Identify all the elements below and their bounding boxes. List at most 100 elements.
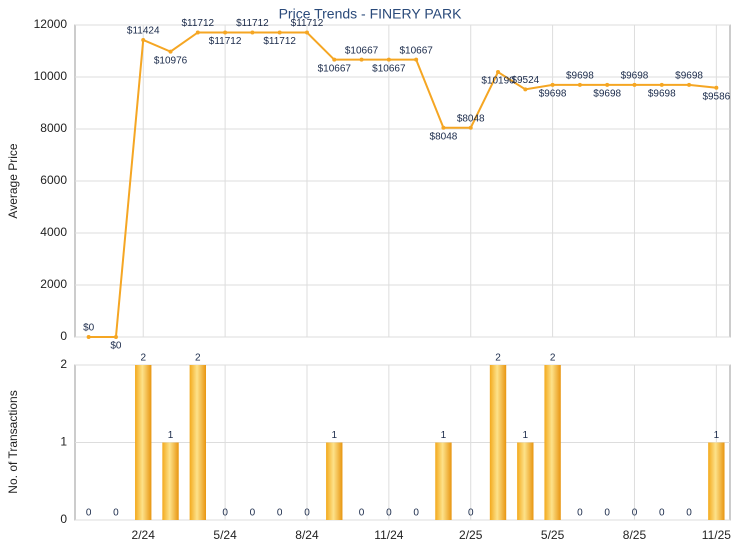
value-label: $10976: [154, 55, 188, 66]
x-tick-label: 5/24: [213, 528, 237, 542]
x-tick-label: 5/25: [541, 528, 565, 542]
x-tick-label: 11/24: [374, 528, 403, 542]
value-label: $8048: [430, 131, 458, 142]
value-label: $10667: [399, 45, 433, 56]
point: [113, 335, 118, 339]
point: [304, 30, 309, 35]
bar: [326, 442, 343, 520]
value-label: $0: [110, 341, 122, 352]
bar: [489, 365, 507, 520]
point: [359, 57, 364, 62]
price-line: [88, 31, 717, 338]
x-tick-label: 11/25: [702, 528, 731, 542]
value-label: 0: [277, 508, 283, 519]
value-label: 2: [140, 353, 146, 364]
point: [605, 82, 610, 87]
value-label: $9698: [593, 88, 621, 99]
bar: [708, 442, 725, 520]
x-tick-label: 2/25: [459, 528, 483, 542]
point: [687, 82, 692, 87]
point: [223, 30, 228, 35]
point: [250, 30, 255, 35]
y-tick-label: 12000: [34, 17, 68, 31]
point: [141, 37, 146, 42]
point: [468, 125, 473, 130]
point: [195, 30, 200, 35]
value-label: 0: [113, 508, 119, 519]
value-label: $9698: [621, 70, 649, 81]
y-axis-label: Average Price: [6, 143, 20, 218]
bar: [544, 365, 561, 520]
value-label: $10190: [481, 76, 515, 87]
y-tick-label: 2000: [40, 277, 67, 291]
value-label: $9698: [675, 70, 703, 81]
value-label: $11712: [181, 18, 214, 29]
value-label: $11712: [263, 36, 296, 47]
point: [577, 82, 582, 87]
value-label: 2: [550, 353, 556, 364]
point: [332, 57, 337, 62]
value-label: 1: [523, 430, 529, 441]
value-label: 0: [659, 508, 665, 519]
value-label: 1: [441, 430, 447, 441]
value-label: $9586: [702, 91, 730, 102]
value-label: $11424: [127, 26, 160, 37]
y-axis-label: No. of Transactions: [6, 390, 20, 493]
value-label: $9698: [539, 88, 567, 99]
y-tick-label: 2: [60, 357, 67, 371]
value-label: $11712: [291, 18, 324, 29]
x-tick-label: 2/24: [132, 528, 156, 542]
value-label: 0: [86, 508, 92, 519]
point: [659, 82, 664, 87]
value-label: $9698: [648, 88, 676, 99]
y-tick-label: 8000: [40, 121, 67, 135]
point: [168, 49, 173, 54]
point: [414, 57, 419, 62]
bar: [189, 365, 206, 520]
value-label: 2: [195, 353, 201, 364]
value-label: 0: [386, 508, 392, 519]
value-label: $9698: [566, 70, 594, 81]
value-label: 0: [686, 508, 692, 519]
point: [550, 82, 555, 87]
bar: [517, 442, 534, 520]
bar: [135, 365, 152, 520]
value-label: 0: [604, 508, 610, 519]
value-label: $9524: [511, 75, 539, 86]
chart-title: Price Trends - FINERY PARK: [279, 6, 462, 22]
value-label: 0: [250, 508, 256, 519]
y-tick-label: 0: [60, 329, 67, 343]
value-label: 0: [304, 508, 310, 519]
value-label: $11712: [209, 36, 242, 47]
point: [441, 125, 446, 130]
value-label: 0: [359, 508, 365, 519]
point: [277, 30, 282, 35]
point: [386, 57, 391, 62]
y-tick-label: 0: [60, 512, 67, 526]
value-label: 1: [168, 430, 174, 441]
value-label: 1: [714, 430, 720, 441]
bar: [162, 442, 179, 520]
x-tick-label: 8/24: [295, 528, 319, 542]
value-label: 2: [495, 353, 501, 364]
value-label: 1: [331, 430, 337, 441]
y-tick-label: 6000: [40, 173, 67, 187]
value-label: $10667: [345, 45, 379, 56]
value-label: 0: [468, 508, 474, 519]
value-label: $10667: [318, 63, 352, 74]
value-label: $0: [83, 323, 95, 334]
y-tick-label: 1: [60, 435, 67, 449]
point: [523, 87, 528, 92]
value-label: $10667: [372, 63, 406, 74]
point: [632, 82, 637, 87]
value-label: 0: [222, 508, 228, 519]
y-tick-label: 4000: [40, 225, 67, 239]
bar: [435, 442, 452, 520]
point: [714, 85, 719, 90]
value-label: 0: [413, 508, 419, 519]
value-label: 0: [577, 508, 583, 519]
y-tick-label: 10000: [34, 69, 68, 83]
x-tick-label: 8/25: [623, 528, 647, 542]
point: [496, 70, 501, 75]
